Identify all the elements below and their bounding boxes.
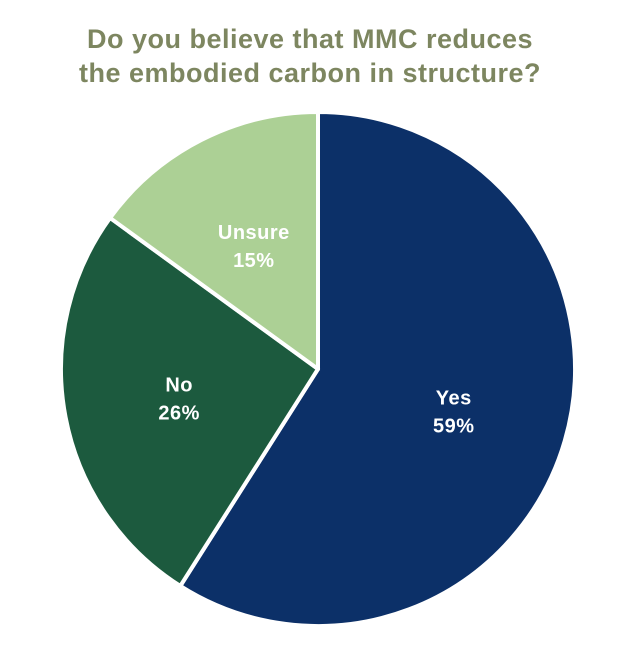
slice-category-unsure: Unsure [218,222,290,244]
chart-title-line-2: the embodied carbon in structure? [78,58,542,88]
chart-title: Do you believe that MMC reduces the embo… [0,22,620,90]
pie-slice-no [59,215,320,588]
slice-label-yes: Yes 59% [433,387,475,437]
slice-value-no: 26% [158,402,200,424]
slice-label-no: No 26% [158,374,200,424]
pie-slice-unsure [108,110,320,371]
pie-slices [59,110,577,628]
pie-labels: Yes 59% No 26% Unsure 15% [158,222,474,437]
slice-value-unsure: 15% [233,250,275,272]
chart-title-line-1: Do you believe that MMC reduces [86,24,534,54]
slice-label-unsure: Unsure 15% [218,222,290,272]
slice-value-yes: 59% [433,415,475,437]
pie-slice-yes [178,110,577,628]
slice-category-yes: Yes [436,387,472,409]
slice-category-no: No [165,374,193,396]
